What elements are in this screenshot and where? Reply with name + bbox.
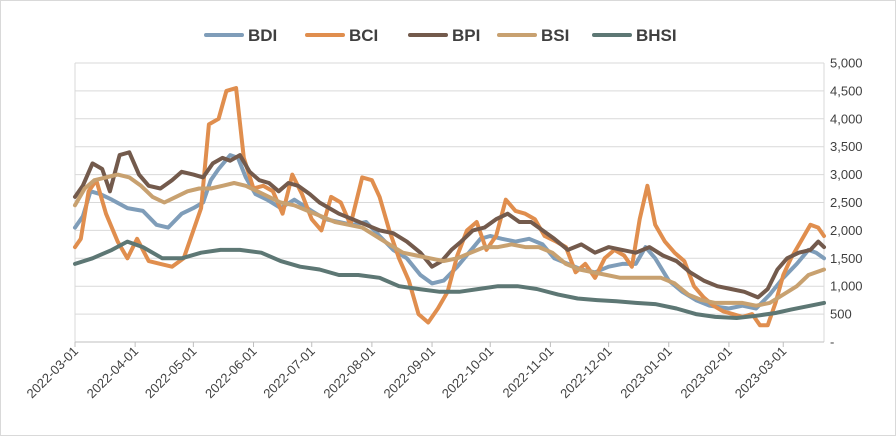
legend-label-bci: BCI — [349, 26, 378, 45]
y-tick-label: 3,000 — [830, 167, 863, 182]
y-tick-label: 3,500 — [830, 139, 863, 154]
y-tick-label: - — [830, 335, 834, 350]
series-line-bci — [73, 86, 826, 328]
series-line-bhsi — [73, 239, 826, 320]
legend-label-bpi: BPI — [452, 26, 480, 45]
legend-label-bsi: BSI — [541, 26, 569, 45]
y-tick-label: 1,500 — [830, 251, 863, 266]
y-tick-label: 2,000 — [830, 223, 863, 238]
series-line-bpi — [73, 150, 826, 300]
x-tick-label: 2023-02-01 — [677, 344, 735, 402]
x-tick-label: 2022-12-01 — [557, 344, 615, 402]
legend-label-bdi: BDI — [248, 26, 277, 45]
y-tick-label: 4,000 — [830, 111, 863, 126]
x-tick-label: 2022-09-01 — [381, 344, 439, 402]
x-tick-label: 2022-03-01 — [23, 344, 81, 402]
y-tick-label: 500 — [830, 307, 852, 322]
series-line-bsi — [73, 172, 826, 308]
y-tick-label: 4,500 — [830, 83, 863, 98]
x-tick-label: 2022-04-01 — [84, 344, 142, 402]
y-tick-label: 1,000 — [830, 279, 863, 294]
y-tick-label: 5,000 — [830, 56, 863, 71]
x-tick-label: 2022-06-01 — [202, 344, 260, 402]
x-tick-label: 2022-08-01 — [320, 344, 378, 402]
x-tick-label: 2023-03-01 — [732, 344, 790, 402]
legend-label-bhsi: BHSI — [636, 26, 677, 45]
y-tick-label: 2,500 — [830, 195, 863, 210]
x-tick-label: 2022-05-01 — [142, 344, 200, 402]
x-tick-label: 2022-11-01 — [500, 344, 557, 401]
x-tick-label: 2023-01-01 — [617, 344, 675, 402]
x-tick-label: 2022-07-01 — [260, 344, 318, 402]
x-tick-label: 2022-10-01 — [439, 344, 497, 402]
